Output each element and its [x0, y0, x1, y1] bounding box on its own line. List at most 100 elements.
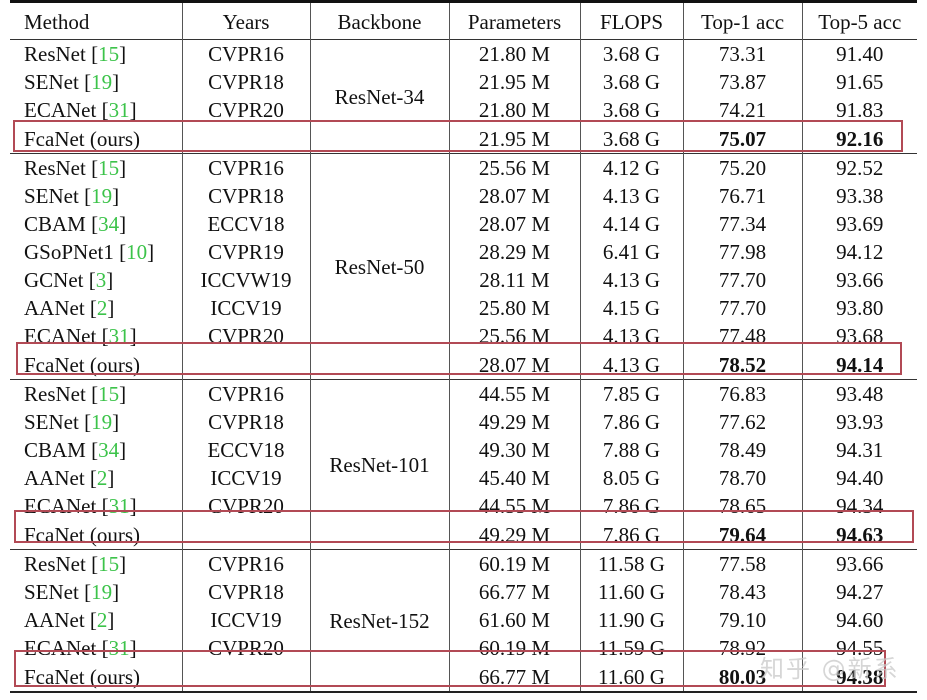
- table-row: GSoPNet1 [10] CVPR19 28.29 M 6.41 G 77.98 94.…: [10, 238, 917, 266]
- top1-cell: 73.87: [682, 68, 802, 96]
- top5-cell-best: 94.38: [801, 662, 917, 692]
- top5-cell-best: 94.63: [801, 520, 917, 550]
- reference-link: 2: [96, 466, 108, 490]
- top1-cell: 78.70: [682, 464, 802, 492]
- reference-close-bracket: ]: [107, 296, 115, 320]
- flops-cell: 11.60 G: [579, 578, 683, 606]
- reference-link: 19: [91, 580, 113, 604]
- flops-cell: 11.60 G: [579, 662, 683, 692]
- top1-cell: 73.31: [682, 39, 802, 68]
- table-row-ours: FcaNet (ours) 28.07 M 4.13 G 78.52 94.14: [10, 350, 917, 380]
- flops-cell: 4.15 G: [579, 294, 683, 322]
- year-cell: CVPR19: [181, 238, 310, 266]
- reference-open-bracket: [: [83, 268, 96, 292]
- reference-link: 31: [108, 324, 130, 348]
- method-cell: ResNet [15]: [10, 550, 182, 579]
- table-row: SENet [19] CVPR18 28.07 M 4.13 G 76.71 93.38: [10, 182, 917, 210]
- params-cell: 66.77 M: [448, 662, 580, 692]
- reference-link: 15: [98, 552, 120, 576]
- reference-close-bracket: ]: [112, 184, 120, 208]
- year-cell: CVPR16: [181, 379, 310, 408]
- reference-open-bracket: [: [96, 636, 109, 660]
- reference-close-bracket: ]: [112, 410, 120, 434]
- column-header-parameters: Parameters: [448, 1, 580, 40]
- params-cell: 21.80 M: [448, 39, 580, 68]
- flops-cell: 4.13 G: [579, 322, 683, 350]
- method-name: AANet: [24, 296, 85, 320]
- reference-open-bracket: [: [84, 466, 97, 490]
- reference-link: 31: [108, 636, 130, 660]
- reference-open-bracket: [: [96, 324, 109, 348]
- reference-link: 31: [108, 494, 130, 518]
- flops-cell: 4.13 G: [579, 266, 683, 294]
- year-cell: ICCV19: [181, 606, 310, 634]
- method-name: SENet: [24, 184, 79, 208]
- method-cell: ECANet [31]: [10, 322, 182, 350]
- year-cell: CVPR18: [181, 408, 310, 436]
- flops-cell: 3.68 G: [579, 39, 683, 68]
- flops-cell: 6.41 G: [579, 238, 683, 266]
- method-name: ResNet: [24, 42, 86, 66]
- method-name: ResNet: [24, 552, 86, 576]
- table-row: SENet [19] CVPR18 66.77 M 11.60 G 78.43 94.27: [10, 578, 917, 606]
- flops-cell: 3.68 G: [579, 124, 683, 154]
- method-cell: AANet [2]: [10, 606, 182, 634]
- reference-close-bracket: ]: [147, 240, 155, 264]
- top5-cell: 92.52: [801, 153, 917, 182]
- method-name: SENet: [24, 410, 79, 434]
- top5-cell: 91.40: [801, 39, 917, 68]
- reference-link: 15: [98, 42, 120, 66]
- flops-cell: 7.85 G: [579, 379, 683, 408]
- params-cell: 49.30 M: [448, 436, 580, 464]
- flops-cell: 4.14 G: [579, 210, 683, 238]
- watermark: 知乎 @新系: [760, 655, 900, 683]
- top1-cell: 78.65: [682, 492, 802, 520]
- backbone-cell: ResNet-152: [309, 549, 449, 692]
- flops-cell: 7.88 G: [579, 436, 683, 464]
- reference-open-bracket: [: [96, 98, 109, 122]
- reference-link: 10: [126, 240, 148, 264]
- reference-open-bracket: [: [85, 552, 99, 576]
- params-cell: 60.19 M: [448, 634, 580, 662]
- column-header-backbone: Backbone: [309, 1, 449, 40]
- table-row: ECANet [31] CVPR20 25.56 M 4.13 G 77.48 93.68: [10, 322, 917, 350]
- top1-cell: 77.58: [682, 549, 802, 578]
- reference-link: 15: [98, 156, 120, 180]
- column-header-top1: Top-1 acc: [682, 1, 802, 40]
- method-cell: GSoPNet1 [10]: [10, 238, 182, 266]
- params-cell: 21.95 M: [448, 124, 580, 154]
- top1-cell: 77.98: [682, 238, 802, 266]
- top1-cell-best: 79.64: [682, 520, 802, 550]
- top5-cell: 93.69: [801, 210, 917, 238]
- params-cell: 49.29 M: [448, 520, 580, 550]
- table-row-ours: FcaNet (ours) 66.77 M 11.60 G 80.03 94.38: [10, 662, 917, 692]
- table-row: SENet [19] CVPR18 21.95 M 3.68 G 73.87 91.65: [10, 68, 917, 96]
- reference-open-bracket: [: [85, 212, 99, 236]
- column-header-years: Years: [181, 1, 310, 40]
- results-table: Method Years Backbone Parameters FLOPS T…: [10, 0, 917, 693]
- reference-open-bracket: [: [113, 240, 127, 264]
- top5-cell: 93.48: [801, 379, 917, 408]
- params-cell: 25.56 M: [448, 153, 580, 182]
- year-cell: CVPR20: [181, 96, 310, 124]
- flops-cell: 11.90 G: [579, 606, 683, 634]
- backbone-cell: ResNet-101: [309, 379, 449, 550]
- year-cell: ECCV18: [181, 436, 310, 464]
- reference-open-bracket: [: [78, 410, 92, 434]
- method-name: SENet: [24, 580, 79, 604]
- reference-close-bracket: ]: [119, 212, 127, 236]
- year-cell: [181, 350, 310, 380]
- method-cell-ours: FcaNet (ours): [24, 126, 141, 151]
- table-row: ResNet [15] CVPR16 ResNet-101 44.55 M 7.85 G…: [10, 379, 917, 550]
- reference-close-bracket: ]: [112, 70, 120, 94]
- reference-close-bracket: ]: [106, 268, 114, 292]
- year-cell: ICCVW19: [181, 266, 310, 294]
- year-cell: CVPR18: [181, 68, 310, 96]
- top1-cell-best: 75.07: [682, 124, 802, 154]
- method-cell: ECANet [31]: [10, 634, 182, 662]
- params-cell: 49.29 M: [448, 408, 580, 436]
- method-name: ResNet: [24, 382, 86, 406]
- method-name: ResNet: [24, 156, 86, 180]
- params-cell: 21.80 M: [448, 96, 580, 124]
- table-header: Method Years Backbone Parameters FLOPS T…: [10, 1, 917, 40]
